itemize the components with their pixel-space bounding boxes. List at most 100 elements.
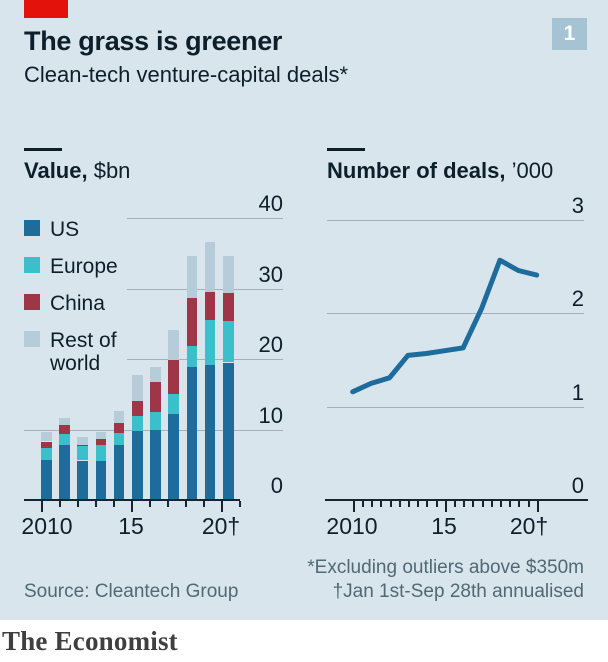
gridline-right-1	[327, 406, 584, 408]
xtick-left-11	[239, 501, 241, 507]
legend-swatch-europe	[24, 257, 40, 273]
bar-segment-europe-2019	[204, 320, 216, 366]
xtick-right-20	[536, 501, 539, 512]
ytick-label-left-20: 20	[258, 332, 283, 357]
bar-segment-europe-2013	[95, 445, 107, 461]
xtick-left-7	[167, 501, 169, 507]
xtick-left-1	[59, 501, 61, 507]
xtick-right-9	[435, 501, 438, 507]
xtick-right-10	[444, 501, 447, 512]
bar-segment-rest-of-world-2013	[95, 432, 107, 439]
xtick-left-6	[149, 501, 151, 507]
gridline-right-2	[327, 313, 584, 315]
xaxis-label-right-2: 20†	[509, 513, 549, 539]
legend-label-china: China	[50, 292, 105, 315]
masthead-red-block	[24, 0, 68, 18]
xtick-right-11	[453, 501, 456, 507]
xtick-right-2	[371, 501, 374, 507]
bar-segment-china-2017	[168, 359, 179, 395]
ytick-label-left-0: 0	[270, 473, 283, 498]
xtick-left-3	[95, 501, 97, 507]
legend-item-rest-of-world: Rest of world	[24, 329, 140, 375]
bar-segment-us-2016	[150, 430, 161, 500]
bar-segment-europe-2018	[186, 345, 198, 367]
bar-segment-us-2013	[95, 460, 107, 500]
right-panel-title-bold: Number of deals,	[327, 158, 506, 183]
xaxis-label-left-2: 20†	[201, 513, 241, 539]
bar-segment-rest-of-world-2015	[132, 374, 143, 402]
bar-segment-china-2010	[41, 441, 52, 448]
footnote-annualised: †Jan 1st-Sep 28th annualised	[332, 581, 584, 602]
bar-segment-rest-of-world-2018	[186, 256, 198, 298]
bar-segment-rest-of-world-2011	[59, 417, 70, 426]
xtick-right-16	[499, 501, 502, 507]
bar-segment-us-2011	[59, 445, 70, 500]
xaxis-label-right-1: 15	[431, 513, 457, 539]
xtick-right-13	[472, 501, 475, 507]
xtick-left-2	[77, 501, 79, 507]
bar-segment-europe-2017	[168, 394, 179, 414]
xtick-right-17	[509, 501, 512, 507]
bar-segment-europe-2010	[41, 447, 52, 460]
xtick-left-4	[113, 501, 115, 507]
xaxis-label-left-0: 2010	[21, 513, 73, 539]
ytick-label-right-1: 1	[571, 379, 584, 405]
bar-segment-us-2017	[168, 414, 179, 500]
xtick-left-5	[131, 501, 133, 512]
page-footer: The Economist	[0, 620, 608, 662]
xtick-right-0	[352, 501, 355, 512]
page-title: The grass is greener	[24, 26, 283, 56]
xtick-right-18	[518, 501, 521, 507]
xtick-right-3	[380, 501, 383, 507]
ytick-label-right-2: 2	[571, 286, 584, 312]
bar-segment-china-2014	[113, 423, 125, 434]
ytick-label-left-40: 40	[258, 191, 283, 216]
bar-segment-rest-of-world-2019	[204, 242, 216, 293]
bar-segment-rest-of-world-2010	[41, 431, 52, 442]
right-panel-rule	[327, 148, 365, 151]
xtick-right-6	[407, 501, 410, 507]
xtick-right-5	[398, 501, 401, 507]
figure-number: 1	[563, 22, 576, 45]
bar-segment-europe-2012	[77, 446, 88, 461]
ytick-label-left-30: 30	[258, 261, 283, 287]
bar-segment-europe-2015	[132, 416, 143, 431]
bar-segment-china-2019	[204, 292, 216, 321]
xtick-left-8	[185, 501, 187, 507]
bar-segment-us-2019	[204, 365, 216, 500]
bar-segment-china-2013	[95, 438, 107, 445]
left-panel-title-bold: Value,	[24, 158, 88, 183]
legend-item-us: US	[24, 218, 140, 241]
xaxis-label-left-1: 15	[118, 513, 144, 539]
legend-item-europe: Europe	[24, 255, 140, 278]
bar-segment-us-2014	[113, 445, 125, 500]
legend-label-us: US	[50, 218, 80, 241]
bar-segment-us-2012	[77, 460, 88, 500]
bar-segment-us-2010	[41, 459, 52, 500]
xtick-right-19	[527, 501, 530, 507]
xtick-right-15	[490, 501, 493, 507]
xtick-right-4	[389, 501, 392, 507]
legend-swatch-rest-of-world	[24, 331, 40, 347]
left-panel-title: Value, $bn	[24, 158, 130, 184]
deals-line-path	[350, 257, 540, 395]
bar-segment-rest-of-world-2014	[113, 411, 125, 424]
ytick-label-left-10: 10	[258, 402, 283, 428]
x-axis-right	[325, 499, 588, 501]
x-axis-left	[24, 499, 240, 501]
bar-segment-us-2015	[132, 430, 143, 500]
gridline-left-40	[127, 218, 283, 219]
right-panel-title: Number of deals, ’000	[327, 158, 553, 184]
deals-line	[350, 257, 540, 395]
bar-segment-us-2020	[223, 362, 234, 500]
xtick-left-0	[41, 501, 43, 512]
legend-swatch-us	[24, 220, 40, 236]
ytick-label-right-0: 0	[571, 473, 584, 498]
xtick-left-10	[221, 501, 223, 512]
figure-number-badge: 1	[552, 18, 587, 50]
source-note: Source: Cleantech Group	[24, 581, 239, 602]
xtick-right-1	[361, 501, 364, 507]
bar-segment-china-2011	[59, 425, 70, 434]
chart-card: 1 The grass is greener Clean-tech ventur…	[0, 0, 608, 620]
bar-segment-rest-of-world-2017	[168, 330, 179, 360]
